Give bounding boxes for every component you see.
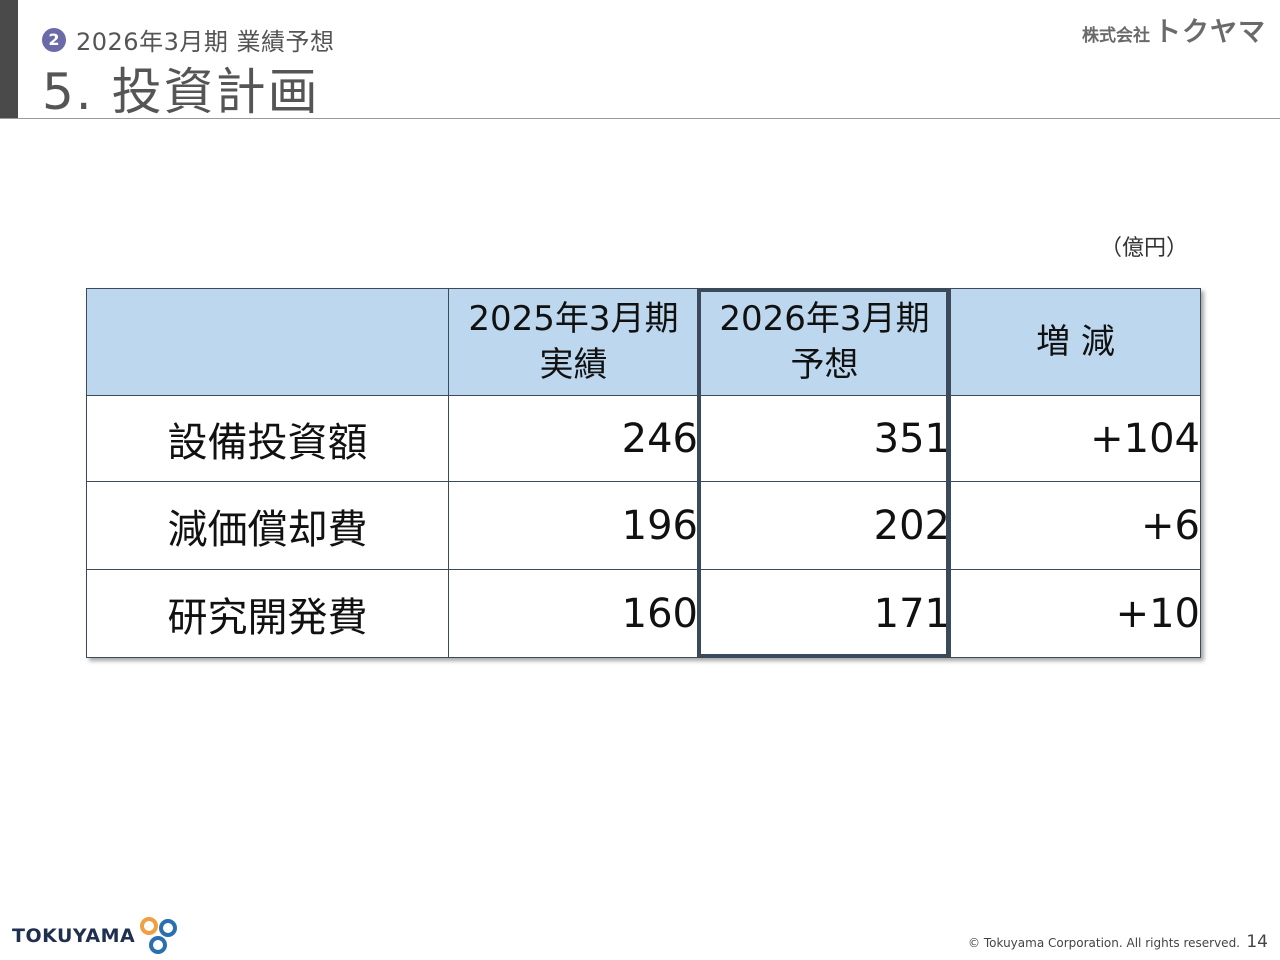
cell-change: +104 <box>950 395 1201 482</box>
table-row: 研究開発費 160 171 +10 <box>86 569 1201 658</box>
row-label: 減価償却費 <box>86 481 449 570</box>
cell-actual: 196 <box>448 481 699 570</box>
page-title: 5. 投資計画 <box>42 63 320 121</box>
header-cell-fy2026: 2026年3月期 予想 <box>698 288 951 396</box>
section-title: 2026年3月期 業績予想 <box>76 28 335 56</box>
company-name: トクヤマ <box>1154 17 1266 48</box>
left-accent-bar <box>0 0 18 119</box>
page-number: 14 <box>1246 932 1268 952</box>
copyright-text: © Tokuyama Corporation. All rights reser… <box>968 936 1240 950</box>
section-heading: 2 2026年3月期 業績予想 <box>42 22 334 57</box>
logo-rings-icon <box>140 917 178 954</box>
header-fy2026-line2: 予想 <box>790 345 859 385</box>
header-fy2025-line2: 実績 <box>539 345 608 385</box>
header-cell-empty <box>86 288 449 396</box>
header-fy2025-line1: 2025年3月期 <box>468 299 679 339</box>
cell-change: +6 <box>950 481 1201 570</box>
logo-wordmark: TOKUYAMA <box>12 925 136 947</box>
company-prefix: 株式会社 <box>1082 26 1150 46</box>
footer-logo: TOKUYAMA <box>12 916 179 956</box>
header-divider <box>0 118 1280 119</box>
row-label: 設備投資額 <box>86 395 449 482</box>
header-cell-fy2025: 2025年3月期 実績 <box>448 288 699 396</box>
table-header-row: 2025年3月期 実績 2026年3月期 予想 増 減 <box>86 288 1201 396</box>
cell-forecast: 171 <box>698 569 951 658</box>
table-row: 減価償却費 196 202 +6 <box>86 481 1201 570</box>
investment-table: 2025年3月期 実績 2026年3月期 予想 増 減 設備投資額 246 35… <box>86 288 1201 658</box>
table-row: 設備投資額 246 351 +104 <box>86 395 1201 482</box>
cell-forecast: 202 <box>698 481 951 570</box>
cell-forecast: 351 <box>698 395 951 482</box>
cell-change: +10 <box>950 569 1201 658</box>
header-cell-change: 増 減 <box>950 288 1201 396</box>
header-fy2026-line1: 2026年3月期 <box>719 299 930 339</box>
cell-actual: 160 <box>448 569 699 658</box>
section-number-badge: 2 <box>42 27 66 52</box>
header-change-label: 増 減 <box>1036 322 1115 362</box>
company-logo: 株式会社 トクヤマ <box>1082 10 1266 49</box>
unit-label: （億円） <box>1100 236 1189 261</box>
investment-table-container: 2025年3月期 実績 2026年3月期 予想 増 減 設備投資額 246 35… <box>86 288 1201 658</box>
row-label: 研究開発費 <box>86 569 449 658</box>
cell-actual: 246 <box>448 395 699 482</box>
